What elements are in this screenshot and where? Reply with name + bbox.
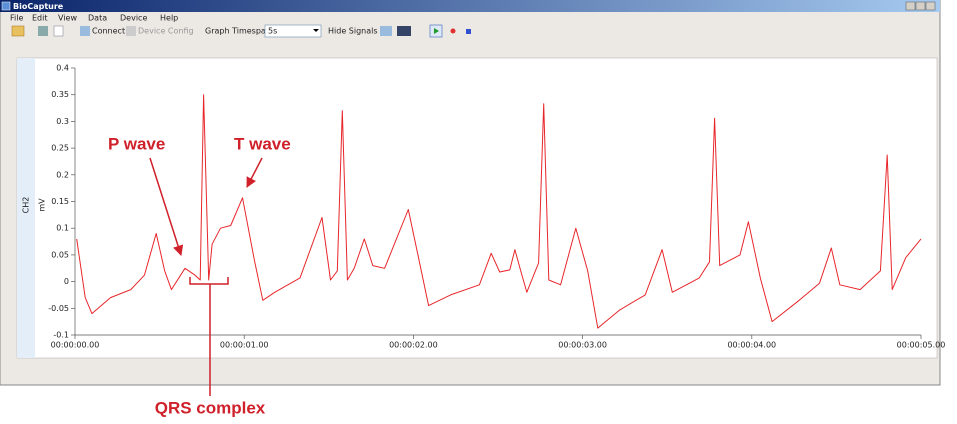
y-tick-label: -0.1 [53, 331, 69, 340]
x-tick-label: 00:00:01.00 [220, 341, 269, 350]
timespan-label: Graph Timespan [205, 27, 271, 36]
close-button[interactable] [925, 1, 936, 11]
timespan-value: 5s [268, 27, 277, 36]
timespan-select[interactable] [264, 24, 322, 38]
dropdown-arrow [313, 29, 319, 32]
y-tick-label: 0.4 [56, 64, 69, 73]
y-tick-label: 0.2 [56, 170, 69, 179]
p-wave-arrow [149, 157, 184, 257]
print-button[interactable] [38, 26, 48, 36]
t-wave-arrow [246, 157, 263, 188]
menu-item[interactable]: View [58, 14, 77, 23]
x-tick-label: 00:00:00.00 [51, 341, 100, 350]
chart-icon[interactable] [380, 26, 392, 36]
minimize-button[interactable] [905, 1, 916, 11]
window-controls [905, 1, 936, 11]
x-tick-label: 00:00:04.00 [727, 341, 776, 350]
preview-button[interactable] [53, 25, 64, 37]
x-tick-label: 00:00:03.00 [558, 341, 607, 350]
device-config-icon [126, 26, 136, 36]
connect-button[interactable]: Connect [92, 27, 125, 36]
y-tick-label: 0.25 [51, 144, 69, 153]
menu-bar: File Edit View Data Device Help [10, 14, 178, 23]
channel-strip [17, 58, 35, 358]
chart: -0.1 -0.05 0 0.05 0.1 0.15 0.2 0.25 0.3 0.35 0.4 00… [48, 64, 945, 350]
scale-icon[interactable] [397, 26, 411, 36]
y-tick-label: 0.15 [51, 197, 69, 206]
title-bar [0, 0, 940, 12]
hide-signals-button[interactable]: Hide Signals [328, 27, 378, 36]
annotation-arrows [149, 157, 263, 396]
annotation: QRS complex [155, 398, 266, 417]
menu-item[interactable]: File [10, 14, 23, 23]
window-title: BioCapture [13, 2, 64, 11]
app-icon [1, 1, 11, 11]
y-tick-label: 0.3 [56, 117, 69, 126]
y-tick-label: 0 [64, 277, 69, 286]
x-tick-label: 00:00:02.00 [389, 341, 438, 350]
y-axis-label: mV [38, 198, 47, 212]
menu-item[interactable]: Edit [32, 14, 48, 23]
y-tick-label: 0.35 [51, 90, 69, 99]
signal-line [76, 94, 922, 329]
annotation: T wave [234, 134, 291, 153]
open-button[interactable] [11, 25, 25, 37]
menu-item[interactable]: Device [120, 14, 147, 23]
annotation: P wave [108, 134, 165, 153]
play-icon [434, 28, 439, 34]
y-tick-label: -0.05 [48, 304, 69, 313]
maximize-button[interactable] [915, 1, 926, 11]
y-tick-label: 0.05 [51, 250, 69, 259]
toolbar: Connect Device Config Graph Timespan 5s … [11, 24, 471, 38]
connect-icon [80, 26, 90, 36]
menu-item[interactable]: Data [88, 14, 107, 23]
device-config-button[interactable]: Device Config [138, 27, 194, 36]
menu-item[interactable]: Help [160, 14, 178, 23]
x-tick-label: 00:00:05.00 [897, 341, 946, 350]
qrs-bracket [189, 277, 229, 396]
y-tick-label: 0.1 [56, 224, 69, 233]
stop-button[interactable] [466, 29, 471, 34]
plot-panel [16, 57, 938, 359]
record-button[interactable] [450, 28, 456, 34]
channel-label: CH2 [22, 197, 31, 214]
